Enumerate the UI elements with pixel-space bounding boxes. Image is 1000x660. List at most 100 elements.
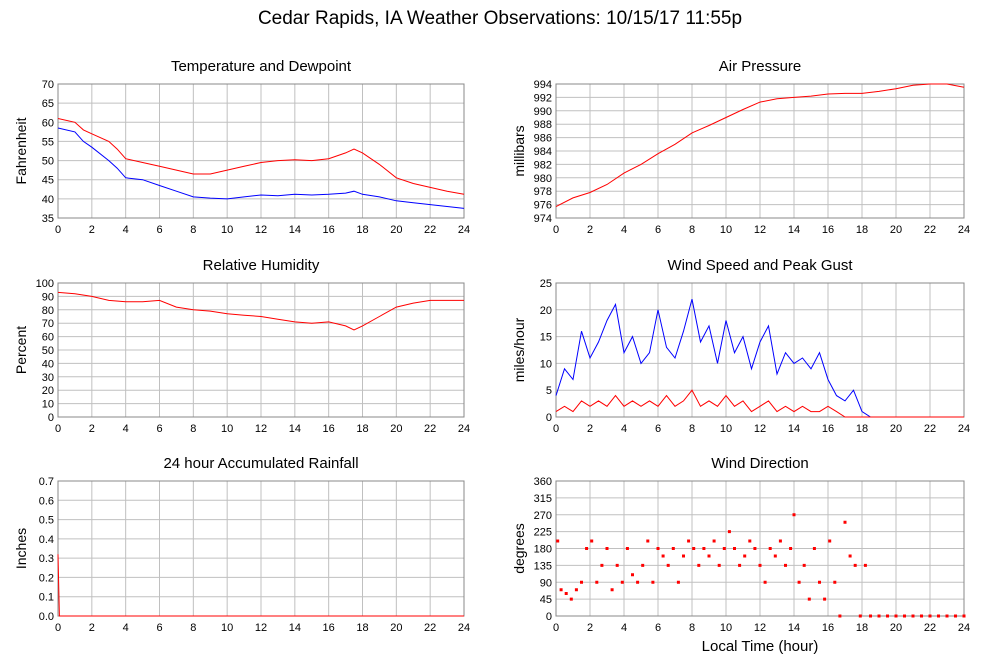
series-line-1 xyxy=(57,118,465,195)
x-tick-label: 14 xyxy=(289,423,301,435)
x-tick-label: 18 xyxy=(356,423,368,435)
x-tick-label: 0 xyxy=(55,423,61,435)
data-point xyxy=(625,547,629,550)
y-tick-label: 0.0 xyxy=(39,611,54,623)
data-point xyxy=(807,597,811,601)
series-line-1 xyxy=(57,554,464,617)
y-tick-label: 982 xyxy=(534,159,552,171)
data-point xyxy=(671,547,675,550)
y-tick-label: 990 xyxy=(534,106,552,118)
data-point xyxy=(595,580,599,584)
data-point xyxy=(789,547,793,550)
data-point xyxy=(559,588,563,592)
plot-frame xyxy=(57,83,465,219)
x-tick-label: 6 xyxy=(156,622,162,634)
data-point xyxy=(903,614,906,618)
x-tick-label: 10 xyxy=(221,622,233,634)
y-tick-label: 0.2 xyxy=(39,572,54,584)
data-point xyxy=(574,588,578,592)
x-tick-label: 0 xyxy=(553,622,559,634)
y-tick-label: 45 xyxy=(42,175,54,187)
x-tick-label: 16 xyxy=(822,423,834,435)
x-tick-label: 10 xyxy=(221,423,233,435)
x-tick-label: 8 xyxy=(190,423,196,435)
x-tick-label: 24 xyxy=(958,622,970,634)
data-point xyxy=(600,563,604,567)
data-point xyxy=(797,580,801,584)
data-point xyxy=(778,539,782,543)
x-tick-label: 4 xyxy=(621,423,627,435)
y-tick-label: 40 xyxy=(42,358,54,370)
data-point xyxy=(692,547,696,550)
data-point xyxy=(763,580,767,584)
data-point xyxy=(838,614,842,618)
data-point xyxy=(937,614,940,618)
data-point xyxy=(717,563,721,567)
data-point xyxy=(636,580,640,584)
data-point xyxy=(863,563,867,567)
series-line-2 xyxy=(555,389,964,418)
data-point xyxy=(773,554,777,558)
y-tick-label: 25 xyxy=(540,278,552,290)
data-point xyxy=(687,539,691,543)
data-point xyxy=(886,614,889,618)
chart-title: Wind Direction xyxy=(711,455,809,472)
x-tick-label: 14 xyxy=(289,622,301,634)
y-tick-label: 980 xyxy=(534,173,552,185)
x-tick-label: 10 xyxy=(720,224,732,236)
x-tick-label: 2 xyxy=(89,224,95,236)
y-tick-label: 50 xyxy=(42,156,54,168)
y-tick-label: 60 xyxy=(42,117,54,129)
data-point xyxy=(676,580,680,584)
y-tick-label: 180 xyxy=(534,544,552,556)
series-line-1 xyxy=(555,298,964,418)
data-point xyxy=(877,614,881,618)
data-point xyxy=(954,614,957,618)
data-point xyxy=(858,614,862,618)
data-point xyxy=(828,539,832,543)
data-point xyxy=(585,547,589,550)
x-tick-label: 20 xyxy=(890,224,902,236)
data-point xyxy=(848,554,852,558)
x-tick-label: 2 xyxy=(89,423,95,435)
y-tick-label: 270 xyxy=(534,510,552,522)
y-tick-label: 0 xyxy=(546,412,552,424)
y-tick-label: 315 xyxy=(534,493,552,505)
x-tick-label: 22 xyxy=(924,622,936,634)
x-tick-label: 14 xyxy=(788,423,800,435)
y-tick-label: 70 xyxy=(42,79,54,91)
data-point xyxy=(833,580,837,584)
x-tick-label: 0 xyxy=(55,622,61,634)
x-tick-label: 24 xyxy=(458,622,470,634)
y-tick-label: 0 xyxy=(48,412,54,424)
x-tick-label: 16 xyxy=(323,423,335,435)
data-point xyxy=(702,547,706,550)
y-tick-label: 225 xyxy=(534,527,552,539)
data-point xyxy=(869,614,872,618)
x-tick-label: 18 xyxy=(356,622,368,634)
x-tick-label: 8 xyxy=(689,423,695,435)
x-tick-label: 2 xyxy=(587,622,593,634)
data-point xyxy=(748,539,752,543)
data-point xyxy=(928,614,932,618)
y-axis-label: degrees xyxy=(511,523,527,574)
x-tick-label: 0 xyxy=(553,423,559,435)
chart-title: Temperature and Dewpoint xyxy=(171,58,352,75)
data-point xyxy=(712,539,716,543)
data-point xyxy=(697,563,701,567)
x-tick-label: 20 xyxy=(390,622,402,634)
x-tick-label: 18 xyxy=(856,423,868,435)
y-tick-label: 70 xyxy=(42,318,54,330)
x-tick-label: 2 xyxy=(587,423,593,435)
data-point xyxy=(768,547,772,550)
x-tick-label: 18 xyxy=(856,622,868,634)
y-tick-label: 5 xyxy=(546,385,552,397)
y-tick-label: 65 xyxy=(42,98,54,110)
y-tick-label: 55 xyxy=(42,136,54,148)
data-point xyxy=(733,547,736,550)
x-tick-label: 16 xyxy=(822,224,834,236)
y-tick-label: 90 xyxy=(42,291,54,303)
x-tick-label: 22 xyxy=(924,224,936,236)
y-tick-label: 10 xyxy=(540,358,552,370)
